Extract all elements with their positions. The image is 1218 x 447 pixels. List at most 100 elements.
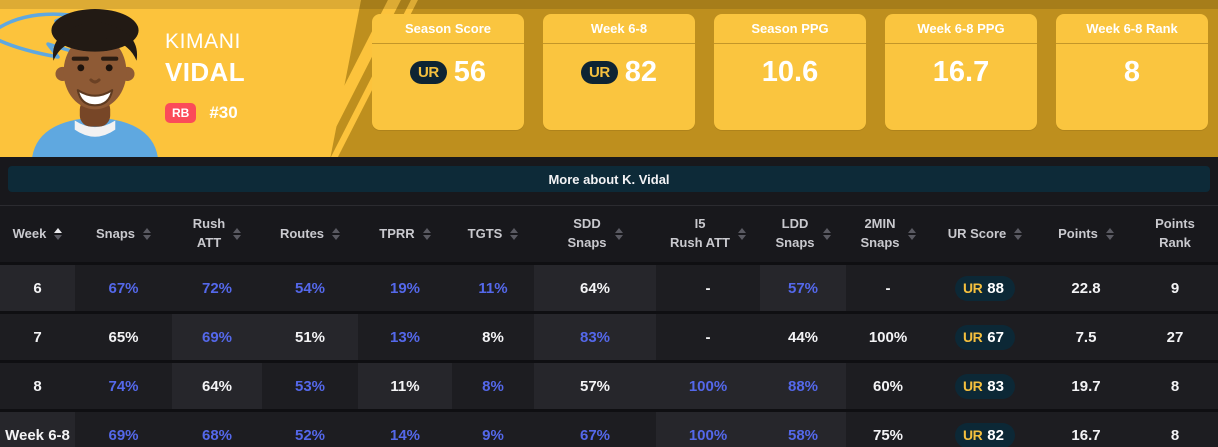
stat-card-label: Week 6-8 PPG <box>917 21 1005 36</box>
cell-points-rank: 9 <box>1132 265 1218 311</box>
stat-card-header: Week 6-8 Rank <box>1056 14 1208 44</box>
stat-card-header: Season PPG <box>714 14 866 44</box>
cell-ur-score: UR 88 <box>930 265 1040 311</box>
cell-ldd-snaps: 44% <box>760 314 846 360</box>
stat-card-body: 8 <box>1056 44 1208 100</box>
sort-icon[interactable] <box>510 228 519 240</box>
cell-ldd-snaps[interactable]: 88% <box>760 363 846 409</box>
cell-tprr[interactable]: 13% <box>358 314 452 360</box>
column-header-tgts[interactable]: TGTS <box>452 206 534 262</box>
column-header-i5-rush-att[interactable]: I5 Rush ATT <box>656 206 760 262</box>
sort-asc-arrow <box>510 228 519 233</box>
sort-icon[interactable] <box>143 228 151 240</box>
sort-asc-arrow <box>422 228 431 233</box>
sort-asc-arrow <box>1105 228 1114 233</box>
stat-card-body: UR 56 <box>372 44 524 100</box>
column-label: Points Rank <box>1155 216 1195 250</box>
table-row-week-6-8: Week 6-8 69% 68% 52% 14% 9% 67% 100% 58% 75% UR 82 1… <box>0 412 1218 447</box>
sort-icon[interactable] <box>54 228 63 240</box>
cell-week: Week 6-8 <box>0 412 75 447</box>
column-header-sdd-snaps[interactable]: SDD Snaps <box>534 206 656 262</box>
cell-ur-score: UR 83 <box>930 363 1040 409</box>
cell-i5-rush-att[interactable]: 100% <box>656 412 760 447</box>
sort-desc-arrow <box>822 235 831 240</box>
sort-icon[interactable] <box>422 228 431 240</box>
cell-tgts[interactable]: 9% <box>452 412 534 447</box>
column-header-tprr[interactable]: TPRR <box>358 206 452 262</box>
cell-snaps[interactable]: 69% <box>75 412 172 447</box>
stat-card-value: 82 <box>624 55 657 88</box>
cell-sdd-snaps[interactable]: 83% <box>534 314 656 360</box>
sort-icon[interactable] <box>1014 228 1023 240</box>
cell-sdd-snaps[interactable]: 67% <box>534 412 656 447</box>
cell-tprr[interactable]: 14% <box>358 412 452 447</box>
cell-routes[interactable]: 54% <box>262 265 358 311</box>
cell-points: 22.8 <box>1040 265 1132 311</box>
column-header-2min-snaps[interactable]: 2MIN Snaps <box>846 206 930 262</box>
cell-ur-score: UR 82 <box>930 412 1040 447</box>
ur-score-value: 88 <box>987 279 1004 297</box>
sort-icon[interactable] <box>614 228 623 240</box>
column-label: LDD Snaps <box>775 216 815 250</box>
sort-icon[interactable] <box>737 228 746 240</box>
cell-snaps: 65% <box>75 314 172 360</box>
sort-icon[interactable] <box>907 228 916 240</box>
cell-rush-att: 64% <box>172 363 262 409</box>
cell-rush-att[interactable]: 68% <box>172 412 262 447</box>
cell-routes[interactable]: 53% <box>262 363 358 409</box>
table-row-week-6: 6 67% 72% 54% 19% 11% 64% -57% - UR 88 22.8 9 <box>0 265 1218 311</box>
more-about-banner[interactable]: More about K. Vidal <box>8 166 1210 192</box>
cell-rush-att[interactable]: 72% <box>172 265 262 311</box>
stat-card-season-score: Season Score UR 56 <box>372 14 524 130</box>
column-label: Points <box>1058 225 1098 241</box>
cell-week: 7 <box>0 314 75 360</box>
column-header-points[interactable]: Points <box>1040 206 1132 262</box>
player-photo <box>32 9 158 157</box>
cell-ur-score: UR 67 <box>930 314 1040 360</box>
cell-snaps[interactable]: 74% <box>75 363 172 409</box>
column-header-routes[interactable]: Routes <box>262 206 358 262</box>
column-header-week[interactable]: Week <box>0 206 75 262</box>
cell-points-rank: 8 <box>1132 412 1218 447</box>
column-header-rush-att[interactable]: Rush ATT <box>172 206 262 262</box>
ur-logo-badge: UR <box>410 60 447 84</box>
column-label: UR Score <box>947 225 1007 241</box>
stat-card-value: 8 <box>1123 55 1141 88</box>
cell-2min-snaps: - <box>846 265 930 311</box>
ur-logo-badge: UR <box>581 60 618 84</box>
sort-icon[interactable] <box>822 228 831 240</box>
ur-score-value: 67 <box>987 328 1004 346</box>
cell-i5-rush-att[interactable]: 100% <box>656 363 760 409</box>
cell-routes[interactable]: 52% <box>262 412 358 447</box>
column-label: Week <box>12 225 47 241</box>
cell-tprr[interactable]: 19% <box>358 265 452 311</box>
stat-card-week-6-8: Week 6-8 UR 82 <box>543 14 695 130</box>
cell-routes: 51% <box>262 314 358 360</box>
stat-card-header: Week 6-8 <box>543 14 695 44</box>
cell-tgts[interactable]: 11% <box>452 265 534 311</box>
table-header-row: Week Snaps Rush ATT Routes TPRR TGTS SDD Snaps I5… <box>0 205 1218 262</box>
ur-score-pill: UR 83 <box>955 373 1015 399</box>
stat-card-body: UR 82 <box>543 44 695 100</box>
sort-desc-arrow <box>1014 235 1023 240</box>
sort-asc-arrow <box>614 228 623 233</box>
cell-tgts[interactable]: 8% <box>452 363 534 409</box>
cell-snaps[interactable]: 67% <box>75 265 172 311</box>
column-header-snaps[interactable]: Snaps <box>75 206 172 262</box>
sort-desc-arrow <box>143 235 151 240</box>
column-header-ur-score[interactable]: UR Score <box>930 206 1040 262</box>
column-header-ldd-snaps[interactable]: LDD Snaps <box>760 206 846 262</box>
player-last-name: VIDAL <box>165 57 245 87</box>
ur-score-pill: UR 82 <box>955 422 1015 447</box>
cell-rush-att[interactable]: 69% <box>172 314 262 360</box>
sort-icon[interactable] <box>233 228 242 240</box>
column-label: I5 Rush ATT <box>670 216 730 250</box>
ur-logo-icon: UR <box>963 378 983 394</box>
sort-icon[interactable] <box>332 228 341 240</box>
ur-logo-icon: UR <box>963 427 983 443</box>
cell-ldd-snaps[interactable]: 57% <box>760 265 846 311</box>
stat-card-label: Week 6-8 Rank <box>1086 21 1178 36</box>
sort-icon[interactable] <box>1105 228 1114 240</box>
cell-ldd-snaps[interactable]: 58% <box>760 412 846 447</box>
